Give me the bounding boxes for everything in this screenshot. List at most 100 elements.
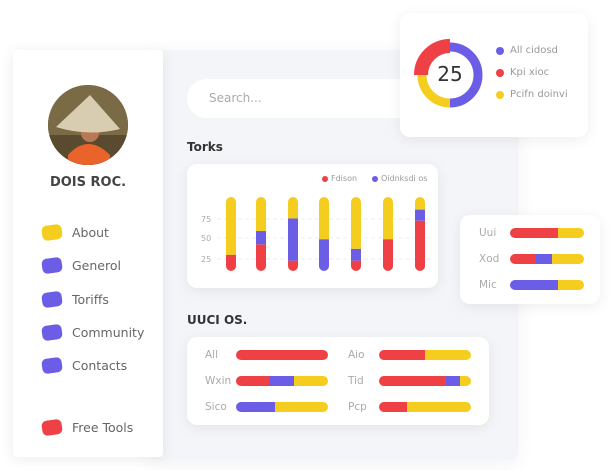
donut-legend-item: Pcifn doinvi bbox=[496, 89, 568, 100]
bar-row: Mic bbox=[479, 279, 584, 291]
bar-segment bbox=[379, 402, 407, 412]
bar-segment bbox=[256, 244, 266, 271]
bar-segment bbox=[383, 197, 393, 240]
bar bbox=[510, 280, 584, 290]
legend-label: Fdison bbox=[331, 174, 358, 183]
bar bbox=[379, 376, 471, 386]
bar bbox=[236, 350, 328, 360]
bar bbox=[510, 254, 584, 264]
sidebar-item-free-tools[interactable]: Free Tools bbox=[41, 417, 134, 437]
donut-card: 25 All cidosd Kpi xioc Pcifn doinvi bbox=[400, 13, 588, 137]
donut-legend-item: Kpi xioc bbox=[496, 67, 549, 78]
nav-blob-icon bbox=[41, 223, 63, 241]
bar-segment bbox=[510, 280, 559, 290]
legend-label: Pcifn doinvi bbox=[510, 89, 568, 100]
bar-segment bbox=[415, 220, 425, 271]
bar-segment bbox=[288, 197, 298, 219]
sidebar-item-community[interactable]: Community bbox=[41, 322, 145, 342]
bar bbox=[379, 350, 471, 360]
bar-row: Sico bbox=[205, 401, 328, 413]
bar-segment bbox=[415, 209, 425, 221]
bar-segment bbox=[319, 239, 329, 271]
mini-bars-card: Uui Xod Mic bbox=[460, 215, 600, 304]
bar-segment bbox=[226, 254, 236, 271]
y-tick-label: 25 bbox=[201, 255, 211, 264]
bar-segment bbox=[379, 376, 447, 386]
bar-segment bbox=[446, 376, 460, 386]
bar bbox=[256, 197, 266, 271]
bar-segment bbox=[406, 402, 471, 412]
bar-label: Mic bbox=[479, 279, 497, 291]
legend-item: Oidnksdi os bbox=[372, 174, 427, 183]
bar bbox=[288, 197, 298, 271]
sidebar-item-contacts[interactable]: Contacts bbox=[41, 355, 128, 375]
y-tick-label: 50 bbox=[201, 234, 211, 243]
nav-blob-icon bbox=[41, 256, 63, 274]
legend-label: Oidnksdi os bbox=[381, 174, 428, 183]
bar-row: Xod bbox=[479, 253, 584, 265]
nav-label: Contacts bbox=[72, 357, 128, 373]
donut-legend-item: All cidosd bbox=[496, 45, 558, 56]
legend-label: Kpi xioc bbox=[510, 67, 550, 78]
sidebar-item-about[interactable]: About bbox=[41, 222, 109, 242]
torks-title: Torks bbox=[187, 140, 223, 154]
nav-label: Free Tools bbox=[72, 419, 134, 435]
bar-row: Tid bbox=[348, 375, 471, 387]
bar-segment bbox=[535, 254, 553, 264]
bar-label: Aio bbox=[348, 349, 365, 361]
bar-segment bbox=[269, 376, 294, 386]
bar-label: Pcp bbox=[348, 401, 367, 413]
nav-label: About bbox=[72, 224, 109, 240]
nav-blob-icon bbox=[41, 290, 63, 308]
bar-segment bbox=[236, 402, 275, 412]
bar-segment bbox=[510, 228, 559, 238]
bar-segment bbox=[425, 350, 471, 360]
bar bbox=[510, 228, 584, 238]
sidebar-item-toriffs[interactable]: Toriffs bbox=[41, 289, 109, 309]
profile-name: DOIS ROC. bbox=[49, 175, 127, 190]
bar-segment bbox=[288, 260, 298, 271]
bar-segment bbox=[288, 218, 298, 261]
bar-segment bbox=[256, 197, 266, 232]
bar-segment bbox=[351, 248, 361, 261]
uuci-title: UUCI OS. bbox=[187, 313, 248, 327]
bar-segment bbox=[319, 197, 329, 240]
bar-segment bbox=[558, 280, 584, 290]
bar-label: All bbox=[205, 349, 219, 361]
legend-label: All cidosd bbox=[510, 45, 558, 56]
bar bbox=[226, 197, 236, 271]
bar-label: Sico bbox=[205, 401, 227, 413]
bar-segment bbox=[256, 231, 266, 245]
nav-label: Toriffs bbox=[72, 291, 109, 307]
uuci-card: All Wxin Sico Aio Tid Pcp bbox=[187, 337, 489, 425]
bar-segment bbox=[510, 254, 536, 264]
donut-slice bbox=[414, 39, 451, 76]
bar bbox=[351, 197, 361, 271]
bar bbox=[236, 376, 328, 386]
bar-segment bbox=[379, 350, 425, 360]
stacked-bar-chart: 25 50 75 bbox=[201, 197, 432, 271]
torks-chart-card: Fdison Oidnksdi os 25 50 75 bbox=[187, 164, 438, 288]
bar-segment bbox=[293, 376, 328, 386]
search-input[interactable]: Search... bbox=[187, 79, 427, 118]
bar-segment bbox=[351, 260, 361, 271]
bar-segment bbox=[383, 239, 393, 271]
bar bbox=[379, 402, 471, 412]
bar-segment bbox=[226, 197, 236, 255]
bar-row: Wxin bbox=[205, 375, 328, 387]
bar bbox=[383, 197, 393, 271]
donut-chart bbox=[414, 39, 483, 108]
bar-label: Tid bbox=[348, 375, 364, 387]
bar-label: Uui bbox=[479, 227, 497, 239]
sidebar-item-generol[interactable]: Generol bbox=[41, 255, 121, 275]
donut-slice bbox=[449, 42, 483, 108]
bar bbox=[236, 402, 328, 412]
bar-row: Pcp bbox=[348, 401, 471, 413]
bar-row: Aio bbox=[348, 349, 471, 361]
bar-segment bbox=[558, 228, 584, 238]
bar bbox=[319, 197, 329, 271]
nav-label: Community bbox=[72, 324, 145, 340]
donut-center-value: 25 bbox=[437, 62, 463, 86]
bar-segment bbox=[552, 254, 584, 264]
nav-label: Generol bbox=[72, 257, 121, 273]
